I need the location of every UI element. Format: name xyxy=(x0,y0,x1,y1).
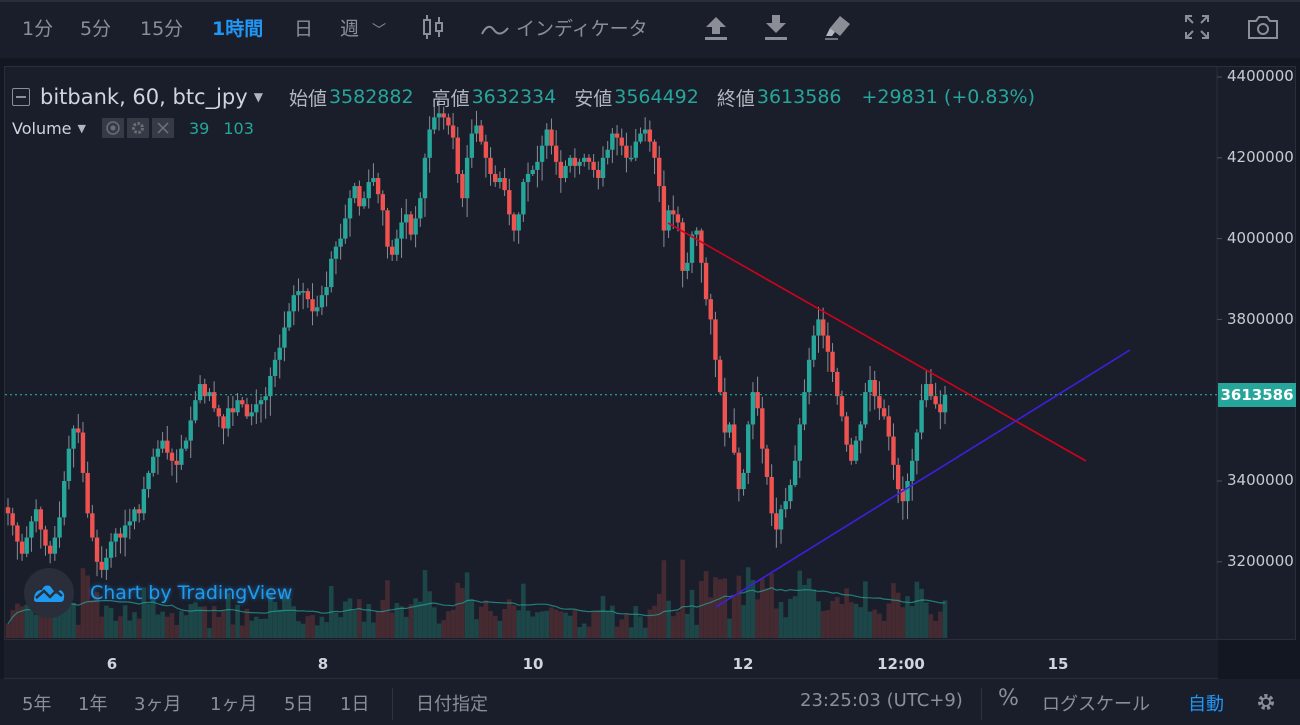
settings-icon[interactable] xyxy=(126,118,149,138)
low-label: 安値 xyxy=(574,87,613,110)
range-button[interactable]: 5年 xyxy=(22,694,52,715)
interval-3[interactable]: 15分 xyxy=(140,18,184,40)
close-value: 3613586 xyxy=(756,86,842,108)
auto-scale-toggle[interactable]: 自動 xyxy=(1188,694,1224,715)
eye-icon[interactable] xyxy=(101,118,124,138)
divider xyxy=(981,688,982,720)
indicators-label: インディケータ xyxy=(516,18,648,40)
open-value: 3582882 xyxy=(328,86,414,108)
volume-legend: Volume ▼ 39 103 xyxy=(12,116,254,140)
tradingview-logo-icon xyxy=(24,568,74,618)
volume-ma-value: 103 xyxy=(223,118,254,138)
clock[interactable]: 23:25:03 (UTC+9) xyxy=(800,690,963,711)
range-button[interactable]: 3ヶ月 xyxy=(134,694,182,715)
time-axis[interactable] xyxy=(4,640,1218,679)
interval-1[interactable]: 1分 xyxy=(22,18,54,40)
time-tick: 15 xyxy=(1047,655,1069,673)
low-value: 3564492 xyxy=(614,86,699,108)
wave-icon xyxy=(481,25,509,34)
time-tick: 10 xyxy=(522,655,544,673)
volume-label[interactable]: Volume xyxy=(12,118,72,138)
price-tick: 3800000 xyxy=(1227,310,1294,328)
time-tick: 12:00 xyxy=(877,655,925,673)
change-value: +29831 (+0.83%) xyxy=(861,86,1036,108)
camera-icon[interactable] xyxy=(1246,12,1280,46)
interval-2[interactable]: 5分 xyxy=(80,18,112,40)
time-tick: 6 xyxy=(106,655,118,673)
open-label: 始値 xyxy=(288,87,327,110)
download-icon[interactable] xyxy=(764,12,788,46)
price-tick: 3400000 xyxy=(1227,471,1294,489)
symbol-name[interactable]: bitbank, 60, btc_jpy xyxy=(40,85,248,109)
top-toolbar xyxy=(0,0,1300,58)
range-button[interactable]: 1年 xyxy=(78,694,108,715)
current-price-badge: 3613586 xyxy=(1218,383,1296,407)
volume-value: 39 xyxy=(188,118,210,138)
high-value: 3632334 xyxy=(471,86,557,108)
eraser-icon[interactable] xyxy=(824,12,852,46)
range-button[interactable]: 5日 xyxy=(284,694,314,715)
log-scale-toggle[interactable]: ログスケール xyxy=(1042,694,1150,715)
close-label: 終値 xyxy=(716,87,755,110)
watermark-text: Chart by TradingView xyxy=(90,582,293,604)
percent-toggle[interactable]: % xyxy=(998,686,1019,711)
divider xyxy=(392,688,393,720)
tradingview-watermark[interactable]: Chart by TradingView xyxy=(24,568,292,618)
volume-dropdown-icon[interactable]: ▼ xyxy=(77,121,86,135)
interval-4[interactable]: 1時間 xyxy=(212,18,264,40)
bottom-toolbar xyxy=(0,679,1300,725)
range-button[interactable]: 1ヶ月 xyxy=(210,694,258,715)
fullscreen-icon[interactable] xyxy=(1182,12,1212,46)
chevron-down-icon[interactable]: ﹀ xyxy=(372,23,386,39)
support-trendline[interactable] xyxy=(715,349,1131,608)
indicators-button[interactable]: インディケータ xyxy=(480,12,648,46)
time-tick: 8 xyxy=(317,655,329,673)
candlestick-icon[interactable] xyxy=(420,12,446,46)
chart-panel[interactable] xyxy=(4,66,1296,640)
collapse-legend-icon[interactable] xyxy=(12,88,30,106)
gear-icon[interactable] xyxy=(1254,690,1278,719)
time-tick: 12 xyxy=(732,655,754,673)
close-icon[interactable] xyxy=(151,118,174,138)
interval-5[interactable]: 日 xyxy=(294,18,314,40)
price-tick: 4000000 xyxy=(1227,229,1294,247)
range-button[interactable]: 1日 xyxy=(340,694,370,715)
upload-icon[interactable] xyxy=(704,12,728,46)
interval-6[interactable]: 週 xyxy=(340,18,360,40)
goto-date-button[interactable]: 日付指定 xyxy=(416,694,488,715)
high-label: 高値 xyxy=(431,87,470,110)
price-tick: 3200000 xyxy=(1227,552,1294,570)
price-tick: 4400000 xyxy=(1227,67,1294,85)
price-tick: 4200000 xyxy=(1227,148,1294,166)
symbol-legend: bitbank, 60, btc_jpy ▼ 始値 3582882 高値 36323… xyxy=(12,82,1035,112)
symbol-dropdown-icon[interactable]: ▼ xyxy=(253,90,263,104)
